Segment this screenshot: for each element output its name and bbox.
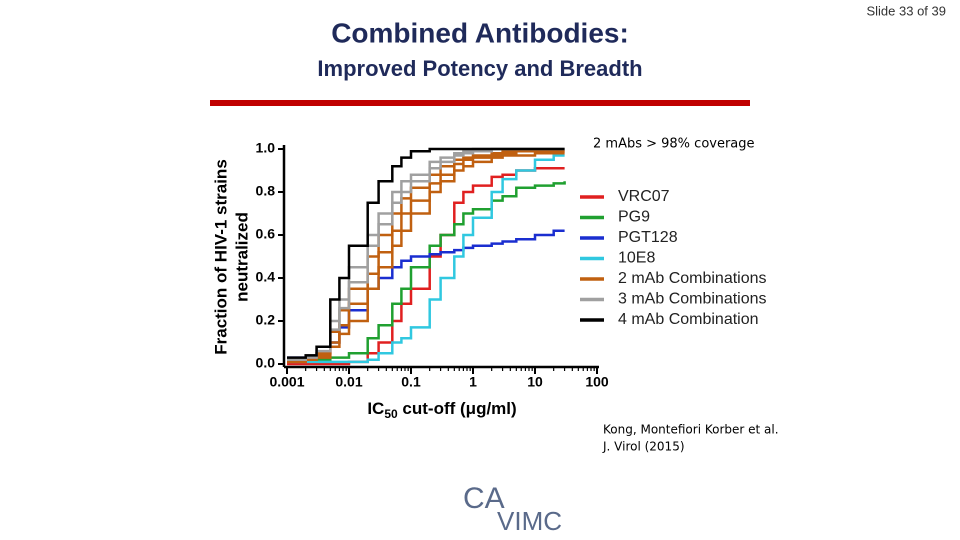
legend-label: 2 mAb Combinations: [618, 270, 767, 287]
legend-label: 3 mAb Combinations: [618, 291, 767, 308]
series-line: [287, 149, 565, 361]
y-tick-label: 0.6: [256, 226, 276, 242]
legend-label: PGT128: [618, 229, 678, 246]
y-tick-label: 0.8: [256, 183, 276, 199]
legend-label: VRC07: [618, 188, 670, 205]
x-axis-label-part: IC: [367, 399, 384, 418]
series-line: [287, 147, 565, 361]
title-rule: [210, 100, 750, 106]
y-tick-label: 0.0: [256, 355, 276, 371]
chart: 0.0 0.2 0.4 0.6 0.8 1.0 0.001 0.01 0.1 1 10 100 Frac…: [211, 140, 766, 421]
x-tick-label: 1: [469, 374, 477, 390]
citation: Kong, Montefiori Korber et al.: [603, 423, 779, 437]
y-tick-label: 0.4: [256, 269, 276, 285]
series-line: [287, 152, 565, 364]
citation: J. Virol (2015): [602, 440, 685, 454]
series-line: [287, 149, 565, 361]
title: Combined Antibodies:: [331, 17, 629, 48]
series-line: [287, 154, 565, 364]
legend-label: 10E8: [618, 250, 655, 267]
y-tick-label: 1.0: [256, 140, 276, 156]
x-tick-label: 0.01: [335, 374, 362, 390]
legend-label: 4 mAb Combination: [618, 311, 759, 328]
y-axis-label: Fraction of HIV-1 strains: [211, 159, 230, 355]
legend-label: PG9: [618, 209, 650, 226]
y-axis-label: neutralized: [232, 212, 251, 302]
logo-text: CA: [463, 482, 505, 515]
y-tick-label: 0.2: [256, 312, 276, 328]
annotation: 2 mAbs > 98% coverage: [593, 137, 755, 152]
slide-number: Slide 33 of 39: [866, 3, 946, 18]
x-axis-label: IC50 cut-off (μg/ml): [367, 399, 516, 421]
x-tick-label: 100: [585, 374, 609, 390]
x-tick-label: 0.001: [269, 374, 304, 390]
subtitle: Improved Potency and Breadth: [317, 56, 642, 81]
series-line: [287, 181, 566, 361]
logo-text: VIMC: [497, 506, 562, 536]
x-axis-label-part: cut-off (μg/ml): [398, 399, 517, 418]
x-tick-label: 10: [527, 374, 543, 390]
x-axis-label-part: 50: [384, 407, 398, 421]
x-tick-label: 0.1: [401, 374, 421, 390]
series-line: [287, 147, 565, 359]
